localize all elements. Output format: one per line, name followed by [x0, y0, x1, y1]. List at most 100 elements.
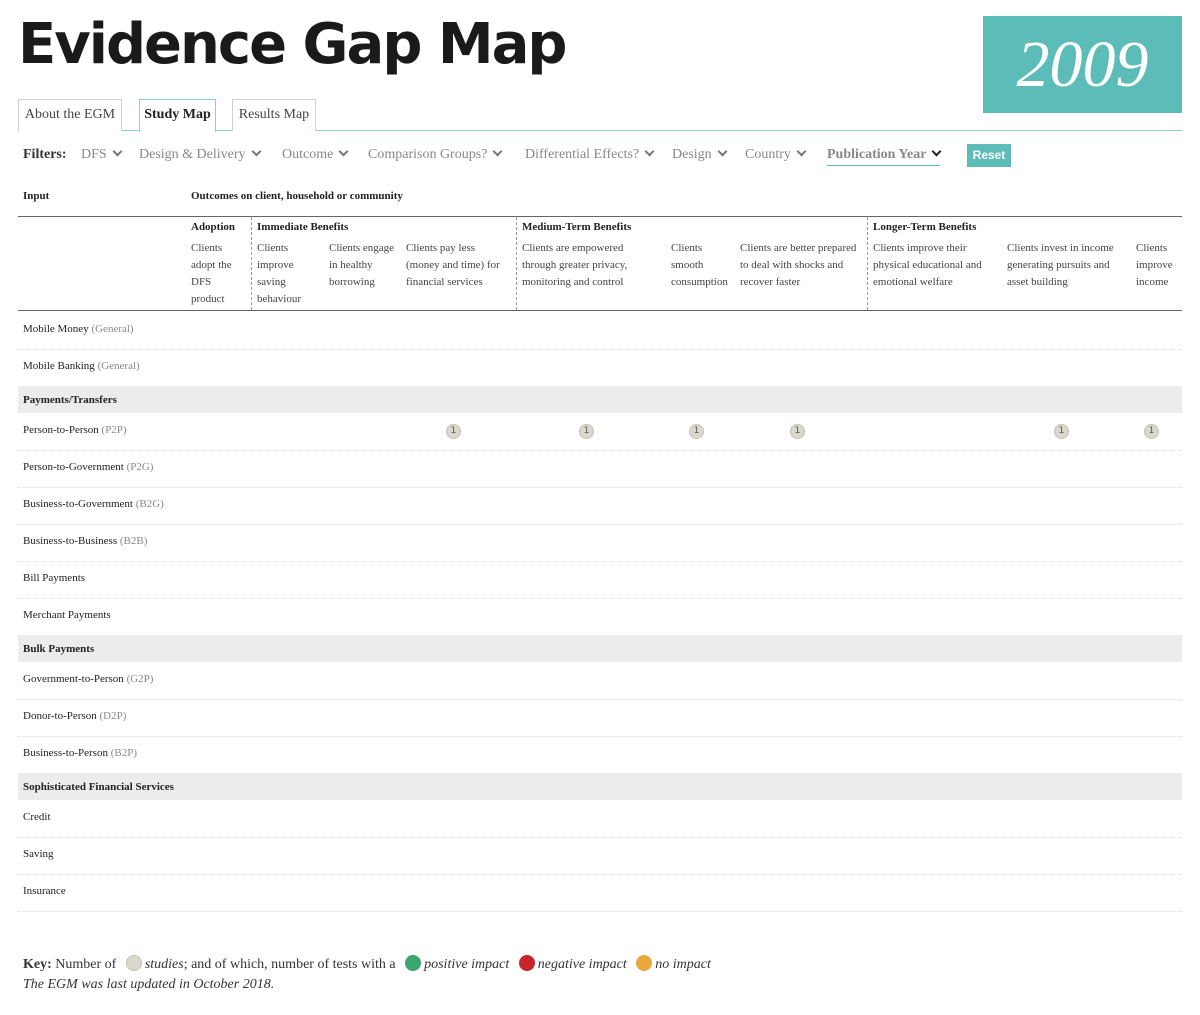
study-count-bubble[interactable]: 1: [1054, 424, 1069, 439]
column-header-line: Clients: [191, 242, 223, 254]
column-header-line: to deal with shocks and: [740, 259, 844, 271]
row-name: Mobile Banking: [23, 360, 95, 372]
key-studies: studies: [144, 957, 184, 972]
study-count-bubble[interactable]: 1: [790, 424, 805, 439]
column-header: Clients improve their physical educationa…: [873, 240, 982, 291]
column-header-line: DFS: [191, 276, 212, 288]
chevron-down-icon: [717, 146, 728, 157]
row-abbr: (B2P): [110, 747, 137, 759]
row-divider: [18, 911, 1182, 912]
row-name: Insurance: [23, 885, 66, 897]
column-header-line: improve: [257, 259, 294, 271]
filter-comparison-groups[interactable]: Comparison Groups?: [368, 145, 503, 165]
study-count-bubble[interactable]: 1: [446, 424, 461, 439]
row-label[interactable]: Insurance: [23, 885, 66, 897]
group-divider: [516, 217, 517, 310]
input-header: Input: [23, 190, 50, 202]
row-name: Saving: [23, 848, 54, 860]
filter-publication-year-label: Publication Year: [827, 147, 927, 162]
row-label[interactable]: Person-to-Government (P2G): [23, 461, 153, 473]
key-and-which: ; and of which, number of tests with a: [183, 957, 396, 972]
row-divider: [18, 598, 1182, 599]
filter-outcome[interactable]: Outcome: [282, 145, 349, 165]
row-divider: [18, 736, 1182, 737]
year-badge: 2009: [983, 16, 1182, 113]
column-header-line: borrowing: [329, 276, 375, 288]
section-band: [18, 773, 1182, 800]
row-name: Bill Payments: [23, 572, 86, 584]
row-label[interactable]: Saving: [23, 848, 54, 860]
column-header: Clients improve income: [1136, 240, 1173, 291]
no-impact-swatch: [636, 955, 653, 971]
column-header-line: consumption: [671, 276, 728, 288]
study-count-bubble[interactable]: 1: [689, 424, 704, 439]
row-divider: [18, 699, 1182, 700]
tab-bar: About the EGM Study Map Results Map: [18, 99, 1182, 132]
filter-differential-effects[interactable]: Differential Effects?: [525, 145, 655, 165]
row-abbr: (B2G): [135, 498, 164, 510]
row-label[interactable]: Person-to-Person (P2P): [23, 424, 127, 436]
row-label[interactable]: Government-to-Person (G2P): [23, 673, 153, 685]
column-header-line: Clients: [671, 242, 703, 254]
group-divider: [251, 217, 252, 310]
column-header: Clients improve saving behaviour: [257, 240, 301, 308]
filter-publication-year[interactable]: Publication Year: [827, 145, 942, 166]
row-label[interactable]: Bill Payments: [23, 572, 85, 584]
filter-design[interactable]: Design: [672, 145, 728, 165]
column-header: Clients are empowered through greater pri…: [522, 240, 627, 291]
column-header-line: Clients pay less: [406, 242, 476, 254]
column-header-line: Clients are better prepared: [740, 242, 857, 254]
row-label[interactable]: Business-to-Government (B2G): [23, 498, 164, 510]
row-abbr: (P2P): [101, 424, 127, 436]
filter-outcome-label: Outcome: [282, 147, 334, 162]
last-updated: The EGM was last updated in October 2018…: [23, 977, 275, 992]
tab-results-map[interactable]: Results Map: [232, 99, 316, 131]
study-count-bubble[interactable]: 1: [579, 424, 594, 439]
negative-swatch: [518, 955, 535, 971]
row-name: Government-to-Person: [23, 673, 124, 685]
reset-button[interactable]: Reset: [967, 144, 1011, 167]
row-divider: [18, 450, 1182, 451]
chevron-down-icon: [338, 146, 349, 157]
column-header-line: product: [191, 293, 225, 305]
chevron-down-icon: [796, 146, 807, 157]
row-divider: [18, 874, 1182, 875]
row-label[interactable]: Business-to-Business (B2B): [23, 535, 147, 547]
study-count-bubble[interactable]: 1: [1144, 424, 1159, 439]
row-label[interactable]: Donor-to-Person (D2P): [23, 710, 126, 722]
row-name: Person-to-Person: [23, 424, 99, 436]
tab-study-map[interactable]: Study Map: [139, 99, 216, 132]
row-label[interactable]: Credit: [23, 811, 51, 823]
column-header-line: through greater privacy,: [522, 259, 628, 271]
filter-dfs[interactable]: DFS: [81, 145, 123, 165]
filter-design-delivery[interactable]: Design & Delivery: [139, 145, 261, 165]
row-label[interactable]: Merchant Payments: [23, 609, 111, 621]
page-title: Evidence Gap Map: [18, 12, 567, 77]
column-header-line: asset building: [1007, 276, 1068, 288]
row-label[interactable]: Mobile Money (General): [23, 323, 134, 335]
column-header-line: smooth: [671, 259, 704, 271]
filter-country-label: Country: [745, 147, 791, 162]
column-header: Clients adopt the DFS product: [191, 240, 232, 308]
row-label[interactable]: Business-to-Person (B2P): [23, 747, 137, 759]
row-abbr: (General): [91, 323, 134, 335]
column-header-line: emotional welfare: [873, 276, 953, 288]
key-number-of: Number of: [55, 957, 117, 972]
row-name: Person-to-Government: [23, 461, 124, 473]
row-abbr: (B2B): [119, 535, 148, 547]
column-header-line: behaviour: [257, 293, 301, 305]
filter-country[interactable]: Country: [745, 145, 807, 165]
chevron-down-icon: [251, 146, 261, 157]
row-divider: [18, 524, 1182, 525]
column-header-line: (money and time) for: [406, 259, 500, 271]
column-header: Clients invest in income generating pursu…: [1007, 240, 1114, 291]
row-abbr: (G2P): [126, 673, 154, 685]
row-name: Business-to-Person: [23, 747, 108, 759]
key-positive: positive impact: [424, 957, 510, 972]
tab-about[interactable]: About the EGM: [18, 99, 122, 131]
row-name: Business-to-Government: [23, 498, 133, 510]
column-header-line: improve: [1136, 259, 1173, 271]
row-divider: [18, 349, 1182, 350]
row-label[interactable]: Mobile Banking (General): [23, 360, 140, 372]
outcomes-header: Outcomes on client, household or communi…: [191, 190, 403, 202]
